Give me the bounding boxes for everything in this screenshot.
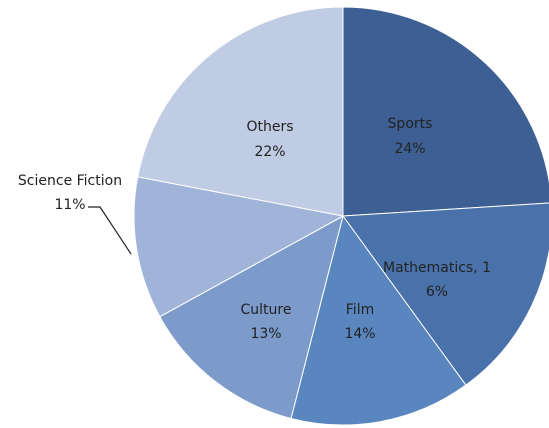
pie-slice [137, 6, 344, 217]
slice-label: 11% [54, 197, 85, 213]
leader-line [88, 206, 132, 255]
slice-label: 22% [254, 144, 285, 160]
slice-label: Culture [241, 302, 292, 318]
slice-label: 6% [426, 284, 448, 300]
slice-label: Others [246, 119, 293, 135]
pie-slice [159, 215, 344, 420]
pie-slice [342, 202, 549, 386]
pie-slice [342, 6, 549, 217]
slice-label: Mathematics, 1 [383, 260, 491, 276]
pie-slice [133, 176, 345, 318]
pie-slice [290, 214, 467, 426]
slice-label: Sports [388, 116, 433, 132]
slice-label: Science Fiction [18, 173, 122, 189]
slice-label: 14% [344, 326, 375, 342]
slice-label: Film [346, 302, 374, 318]
slice-label: 24% [394, 141, 425, 157]
slice-label: 13% [250, 326, 281, 342]
